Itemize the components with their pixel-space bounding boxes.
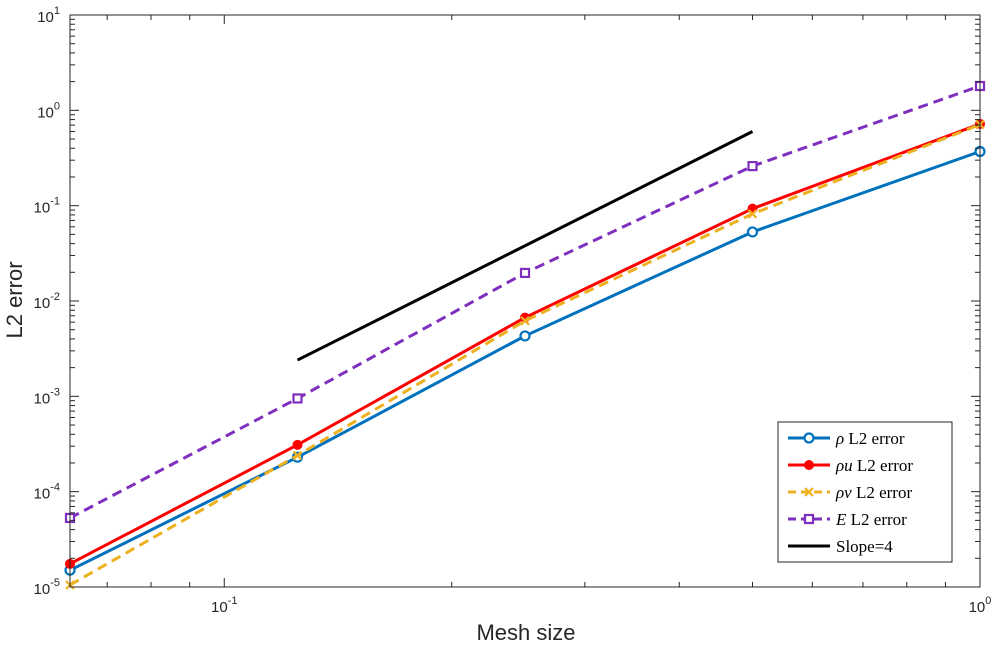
legend-label-2: ρv L2 error [835, 483, 912, 502]
legend-marker-2 [804, 487, 814, 497]
data-point-s3-1 [292, 393, 303, 404]
legend-marker-3 [803, 513, 815, 525]
y-tick-label: 10-4 [34, 482, 60, 503]
y-tick-label: 10-5 [34, 577, 60, 598]
legend-label-4: Slope=4 [836, 537, 893, 556]
y-tick-label: 100 [37, 100, 60, 121]
data-point-s1-1 [292, 439, 303, 450]
x-tick-label: 100 [969, 595, 992, 616]
x-axis-label: Mesh size [476, 620, 575, 645]
y-tick-label: 10-1 [34, 196, 60, 217]
data-point-s2-2 [520, 316, 530, 326]
data-point-s3-3 [747, 161, 758, 172]
data-point-s2-3 [747, 209, 758, 219]
y-tick-label: 101 [37, 5, 60, 26]
legend-label-1: ρu L2 error [835, 456, 913, 475]
y-axis-label: L2 error [2, 261, 27, 338]
data-point-s0-3 [746, 226, 759, 238]
axes: 10-5 10-4 10-3 10-2 10-1 100 101 10-1 100 [34, 5, 992, 616]
y-tick-label: 10-3 [34, 386, 60, 407]
data-point-s3-2 [519, 267, 531, 279]
legend-label-0: ρ L2 error [835, 429, 905, 448]
y-tick-label: 10-2 [34, 291, 60, 312]
legend-marker-0 [803, 432, 815, 444]
data-point-s2-1 [292, 450, 303, 461]
series-line-4 [296, 130, 754, 362]
x-tick-label: 10-1 [211, 595, 237, 616]
legend-label-3: E L2 error [835, 510, 907, 529]
legend: ρ L2 error ρu L2 error ρv L2 error E L2 err… [777, 421, 953, 563]
data-point-s0-2 [519, 330, 531, 342]
legend-marker-1 [804, 460, 814, 470]
